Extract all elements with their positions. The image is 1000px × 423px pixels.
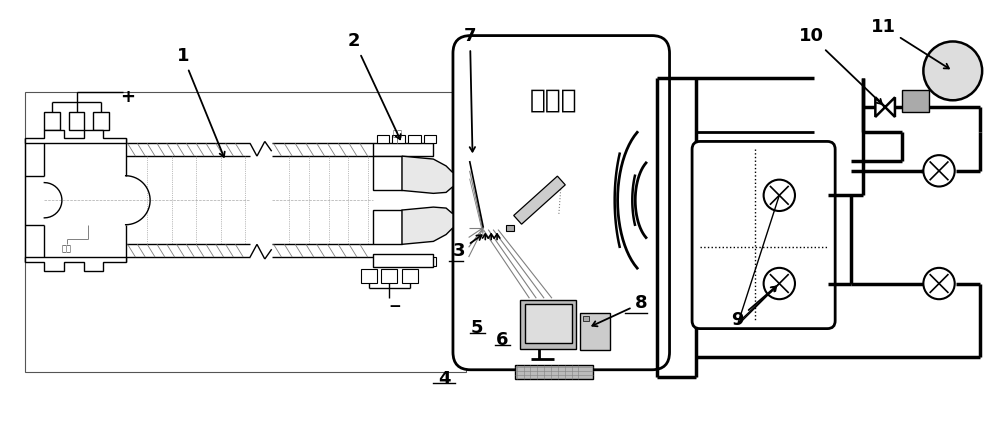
Text: 5: 5 — [470, 319, 483, 337]
Bar — [408, 257, 421, 266]
Bar — [506, 225, 514, 231]
Bar — [69, 112, 84, 130]
Text: 阴极: 阴极 — [62, 245, 72, 254]
Text: 阳极: 阳极 — [392, 129, 402, 138]
Text: 6: 6 — [496, 331, 508, 349]
Bar — [402, 269, 418, 283]
Bar — [381, 269, 397, 283]
Circle shape — [764, 268, 795, 299]
Text: 试验仓: 试验仓 — [530, 87, 578, 113]
Text: 2: 2 — [348, 33, 401, 139]
Text: +: + — [120, 88, 135, 106]
Bar — [93, 112, 109, 130]
Bar — [377, 135, 389, 143]
Polygon shape — [875, 97, 895, 117]
Polygon shape — [25, 130, 126, 143]
Text: 11: 11 — [870, 18, 949, 69]
Text: 9: 9 — [731, 286, 776, 329]
Bar — [524, 304, 572, 343]
Bar — [408, 135, 421, 143]
Bar — [373, 156, 402, 190]
Text: 4: 4 — [438, 370, 450, 387]
Bar — [392, 135, 405, 143]
Bar — [373, 210, 402, 244]
Bar — [424, 135, 436, 143]
Bar — [583, 316, 589, 321]
Bar — [515, 365, 593, 379]
Circle shape — [764, 180, 795, 211]
Text: 10: 10 — [799, 27, 882, 104]
Polygon shape — [25, 257, 126, 271]
FancyBboxPatch shape — [692, 141, 835, 329]
Polygon shape — [514, 176, 565, 224]
Bar — [580, 313, 610, 350]
Circle shape — [923, 268, 955, 299]
Bar — [902, 91, 929, 112]
Bar — [361, 269, 377, 283]
Polygon shape — [402, 156, 453, 193]
Text: 3: 3 — [453, 235, 482, 260]
Bar — [373, 254, 433, 267]
Circle shape — [923, 155, 955, 187]
Circle shape — [923, 41, 982, 100]
Bar — [392, 257, 405, 266]
Text: −: − — [389, 299, 402, 313]
Text: 8: 8 — [592, 294, 648, 326]
Bar — [44, 112, 60, 130]
Text: 7: 7 — [464, 27, 476, 151]
Bar — [520, 300, 576, 349]
Bar — [377, 257, 389, 266]
Polygon shape — [402, 207, 453, 244]
Bar — [373, 143, 433, 156]
FancyBboxPatch shape — [453, 36, 670, 370]
Bar — [424, 257, 436, 266]
Bar — [25, 93, 466, 372]
Text: 1: 1 — [177, 47, 225, 157]
